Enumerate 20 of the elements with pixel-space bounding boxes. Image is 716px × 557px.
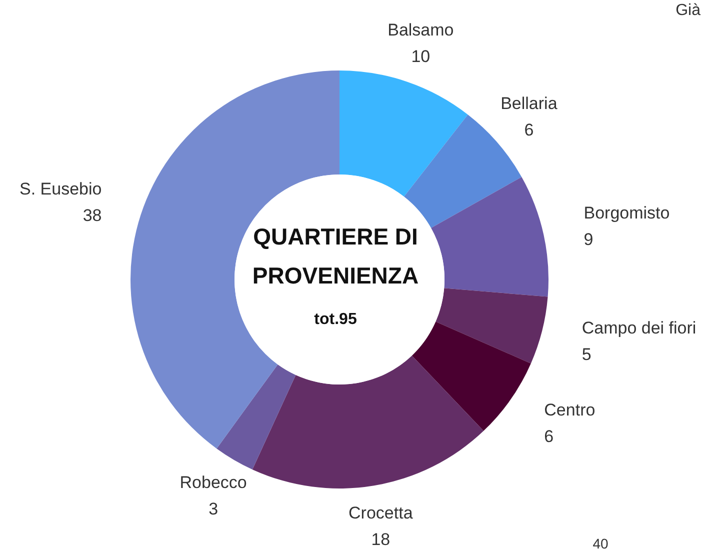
data-label: 10	[411, 47, 430, 66]
slice-label: Centro	[544, 400, 596, 420]
data-label: 9	[584, 230, 594, 250]
text: 40	[592, 536, 608, 552]
data-label: 38	[82, 206, 102, 226]
data-label: 3	[208, 499, 218, 518]
slice-label: Crocetta	[348, 504, 414, 523]
text: Già	[676, 2, 701, 19]
slice-label: Borgomisto	[584, 204, 670, 223]
data-label: 6	[544, 427, 554, 446]
text: tot.95	[314, 311, 357, 328]
text: QUARTIERE DI PROVENIENZA	[252, 224, 419, 288]
slice-label: Robecco	[180, 472, 247, 492]
slice-label: Balsamo	[388, 20, 454, 40]
data-label: 6	[524, 120, 534, 140]
slice-label: S. Eusebio	[20, 180, 102, 199]
data-label: 18	[371, 530, 390, 550]
slice-label: Bellaria	[500, 94, 558, 113]
data-label: 5	[582, 344, 592, 364]
slice-label: Campo dei fiori	[582, 318, 696, 338]
